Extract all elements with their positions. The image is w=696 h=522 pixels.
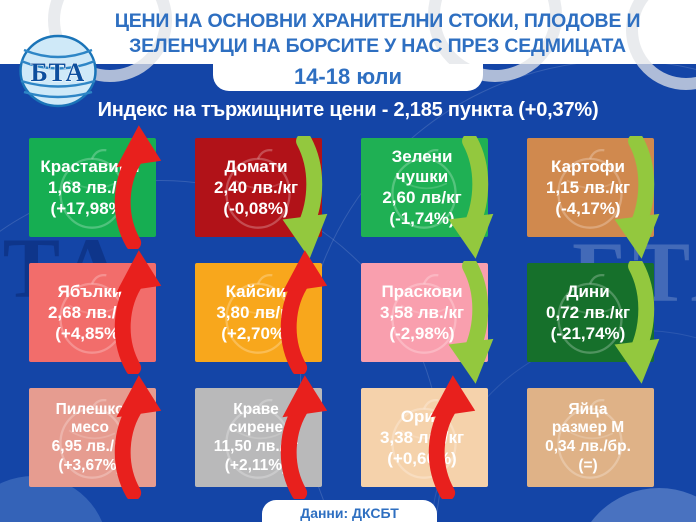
product-change: (-2,98%) bbox=[389, 323, 455, 343]
price-cards-grid: Краставици 1,68 лв./кг (+17,98%) Домати … bbox=[29, 125, 689, 499]
data-source-pill: Данни: ДКСБТ bbox=[262, 500, 437, 522]
down-arrow-icon bbox=[448, 136, 494, 259]
product-change: (+4,85%) bbox=[55, 323, 125, 343]
product-change: (-21,74%) bbox=[550, 323, 626, 343]
product-price: 1,15 лв./кг bbox=[545, 177, 631, 197]
product-price: 2,60 лв/кг bbox=[382, 187, 462, 207]
product-price: 2,40 лв./кг bbox=[213, 177, 299, 197]
product-price: 2,68 лв./кг bbox=[47, 302, 133, 322]
price-card: Кайсии 3,80 лв/кг (+2,70%) bbox=[195, 250, 328, 374]
product-change: (-1,74%) bbox=[389, 208, 455, 228]
title-line-1: ЦЕНИ НА ОСНОВНИ ХРАНИТЕЛНИ СТОКИ, ПЛОДОВ… bbox=[114, 10, 641, 32]
price-card: Домати 2,40 лв./кг (-0,08%) bbox=[195, 136, 328, 259]
tomato-watermark-icon bbox=[225, 148, 291, 229]
cheese-watermark-icon bbox=[225, 398, 291, 479]
product-price: 11,50 лв./кг bbox=[213, 437, 299, 455]
product-name: Праскови bbox=[381, 281, 463, 301]
product-name: Краве сирене bbox=[228, 400, 284, 436]
market-index-line: Индекс на тържищните цени - 2,185 пункта… bbox=[97, 99, 599, 121]
date-range-label: 14-18 юли bbox=[293, 64, 403, 89]
product-name: Ябълки bbox=[57, 281, 123, 301]
green-pepper-watermark-icon bbox=[391, 148, 457, 229]
product-price: 0,72 лв./кг bbox=[545, 302, 631, 322]
down-arrow-icon bbox=[448, 261, 494, 384]
data-source-label: Данни: ДКСБТ bbox=[300, 505, 399, 521]
product-name: Зелени чушки bbox=[391, 146, 453, 186]
price-card: Ябълки 2,68 лв./кг (+4,85%) bbox=[29, 250, 162, 374]
page-title: ЦЕНИ НА ОСНОВНИ ХРАНИТЕЛНИ СТОКИ, ПЛОДОВ… bbox=[95, 9, 660, 59]
egg-watermark-icon bbox=[557, 398, 623, 479]
header: ЦЕНИ НА ОСНОВНИ ХРАНИТЕЛНИ СТОКИ, ПЛОДОВ… bbox=[0, 0, 696, 90]
up-arrow-icon bbox=[114, 250, 162, 374]
up-arrow-icon bbox=[280, 250, 328, 374]
product-name: Яйца размер М bbox=[551, 400, 625, 436]
product-change: (+2,70%) bbox=[221, 323, 291, 343]
product-price: 1,68 лв./кг bbox=[47, 177, 133, 197]
product-price: 0,34 лв./бр. bbox=[545, 437, 631, 455]
price-card: Яйца размер М 0,34 лв./бр. (=) bbox=[527, 388, 654, 487]
product-name: Ориз bbox=[400, 406, 444, 426]
price-card: Краве сирене 11,50 лв./кг (+2,11%) bbox=[195, 375, 328, 499]
product-change: (+2,11%) bbox=[224, 456, 288, 474]
price-card: Ориз 3,38 лв./кг (+0,60%) bbox=[361, 375, 488, 499]
product-name: Кайсии bbox=[225, 281, 287, 301]
up-arrow-icon bbox=[280, 375, 328, 499]
down-arrow-icon bbox=[614, 261, 660, 384]
price-card: Краставици 1,68 лв./кг (+17,98%) bbox=[29, 125, 162, 249]
up-arrow-icon bbox=[428, 375, 476, 499]
product-change: (=) bbox=[578, 456, 598, 474]
product-price: 6,95 лв./кг bbox=[51, 437, 129, 455]
product-change: (-0,08%) bbox=[223, 198, 289, 218]
potato-watermark-icon bbox=[557, 148, 623, 229]
price-card: Картофи 1,15 лв./кг (-4,17%) bbox=[527, 136, 660, 259]
price-card: Пилешко месо 6,95 лв./кг (+3,67%) bbox=[29, 375, 162, 499]
product-name: Краставици bbox=[40, 156, 140, 176]
product-name: Пилешко месо bbox=[55, 400, 125, 436]
product-change: (+3,67%) bbox=[58, 456, 122, 474]
product-price: 3,58 лв./кг bbox=[379, 302, 465, 322]
up-arrow-icon bbox=[114, 375, 162, 499]
price-card: Зелени чушки 2,60 лв/кг (-1,74%) bbox=[361, 136, 494, 259]
watermelon-watermark-icon bbox=[557, 273, 623, 354]
up-arrow-icon bbox=[114, 125, 162, 249]
product-change: (-4,17%) bbox=[555, 198, 621, 218]
product-price: 3,80 лв/кг bbox=[216, 302, 296, 322]
date-range-tab: 14-18 юли bbox=[213, 64, 483, 91]
bta-logo-text: БТА bbox=[31, 58, 86, 87]
product-name: Дини bbox=[566, 281, 610, 301]
down-arrow-icon bbox=[614, 136, 660, 259]
title-line-2: ЗЕЛЕНЧУЦИ НА БОРСИТЕ У НАС ПРЕЗ СЕДМИЦАТ… bbox=[129, 35, 626, 57]
product-name: Домати bbox=[224, 156, 288, 176]
price-card: Праскови 3,58 лв./кг (-2,98%) bbox=[361, 261, 494, 384]
product-change: (+17,98%) bbox=[50, 198, 130, 218]
product-name: Картофи bbox=[550, 156, 625, 176]
price-card: Дини 0,72 лв./кг (-21,74%) bbox=[527, 261, 660, 384]
bta-logo-icon: БТА bbox=[19, 34, 97, 108]
peach-watermark-icon bbox=[391, 273, 457, 354]
down-arrow-icon bbox=[282, 136, 328, 259]
